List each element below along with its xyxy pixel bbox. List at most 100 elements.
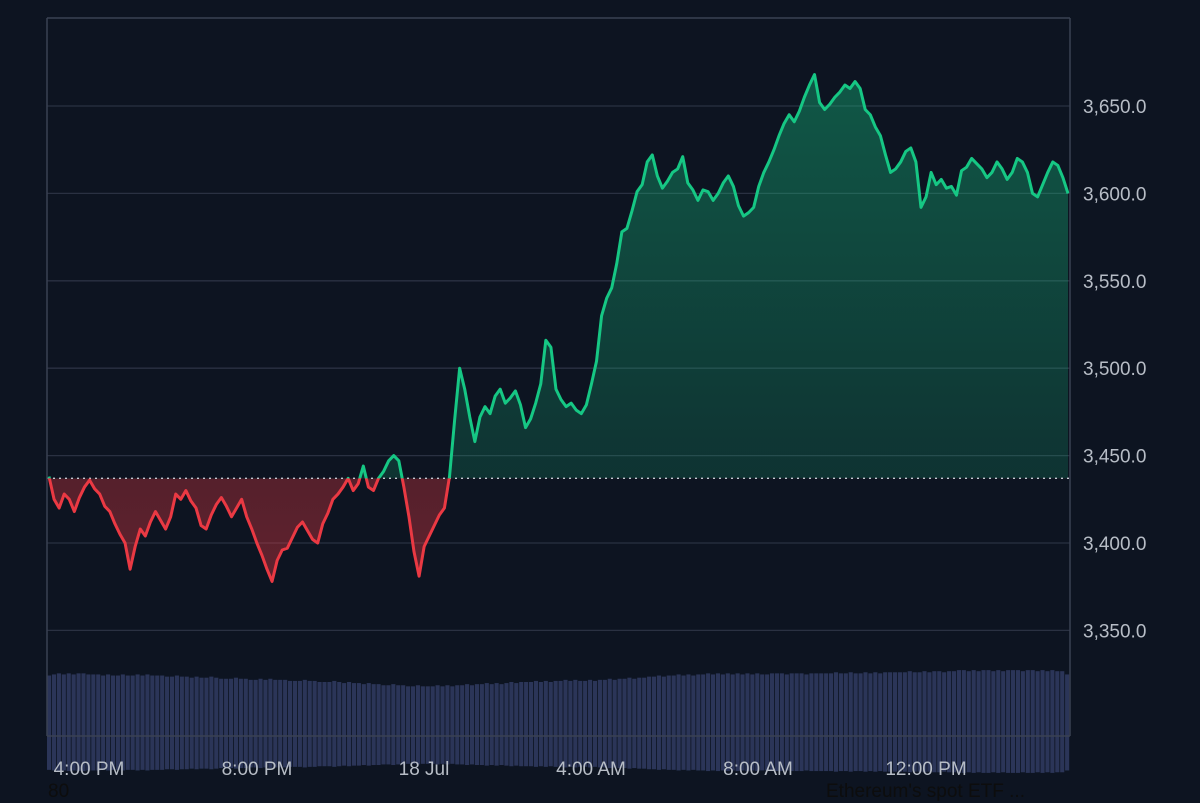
y-tick-label: 3,350.0 (1083, 621, 1146, 642)
volume-bar (966, 671, 971, 773)
volume-bar (381, 685, 386, 765)
volume-bar (661, 676, 666, 770)
volume-bar (47, 675, 52, 770)
volume-bar (376, 684, 381, 766)
volume-bar (528, 682, 534, 767)
volume-bar (469, 685, 475, 765)
volume-bar (219, 678, 224, 769)
volume-bar (347, 682, 352, 767)
volume-bar (686, 674, 691, 771)
volume-bar (406, 686, 411, 764)
x-tick-label: 12:00 PM (885, 759, 966, 780)
volume-bar (937, 671, 942, 773)
volume-bar (322, 682, 327, 767)
volume-bar (332, 680, 337, 767)
volume-bar (194, 676, 199, 770)
volume-bar (656, 675, 661, 770)
x-axis: 4:00 PM 8:00 PM 18 Jul 4:00 AM 8:00 AM 12:00 … (54, 759, 967, 780)
volume-bar (804, 674, 809, 771)
y-tick-label: 3,400.0 (1083, 534, 1146, 555)
volume-bar (1030, 670, 1035, 773)
volume-bar (1040, 670, 1045, 773)
volume-bar (647, 676, 652, 770)
volume-bar (1055, 671, 1060, 773)
volume-bar (150, 675, 155, 770)
volume-bar (228, 678, 234, 769)
volume-bars (47, 670, 1070, 773)
volume-bar (942, 672, 947, 772)
volume-bar (548, 682, 553, 767)
volume-bar (101, 675, 106, 770)
volume-bar (1065, 674, 1070, 771)
volume-bar (632, 678, 637, 769)
volume-bar (66, 673, 71, 772)
volume-bar (583, 680, 588, 767)
volume-bar (356, 683, 361, 766)
volume-bar (514, 683, 519, 766)
volume-bar (863, 672, 868, 772)
volume-bar (509, 682, 514, 767)
volume-bar (253, 679, 258, 768)
volume-bar (81, 673, 86, 772)
volume-bar (888, 672, 893, 772)
y-tick-label: 3,550.0 (1083, 272, 1146, 293)
volume-bar (671, 675, 676, 770)
volume-bar (573, 679, 578, 768)
volume-bar (878, 673, 883, 772)
volume-bar (563, 679, 568, 768)
volume-bar (892, 672, 898, 772)
volume-bar (386, 685, 391, 765)
volume-bar (1001, 671, 1006, 773)
volume-bar (799, 673, 804, 772)
volume-bar (71, 674, 76, 771)
volume-bar (917, 672, 922, 772)
volume-bar (794, 673, 799, 772)
volume-bar (450, 686, 455, 764)
volume-bar (765, 674, 770, 771)
y-tick-label: 3,650.0 (1083, 97, 1146, 118)
volume-bar (351, 683, 357, 766)
volume-bar (430, 686, 435, 764)
volume-bar (701, 674, 706, 771)
volume-bar (165, 676, 170, 770)
volume-bar (553, 680, 558, 767)
volume-bar (224, 678, 229, 769)
volume-bar (627, 677, 632, 769)
volume-bar (179, 676, 184, 770)
volume-bar (622, 678, 627, 769)
y-tick-label: 3,500.0 (1083, 359, 1146, 380)
volume-bar (494, 683, 499, 766)
volume-bar (745, 673, 750, 772)
volume-bar (248, 679, 253, 768)
volume-bar (779, 673, 784, 772)
volume-bar (730, 674, 735, 771)
volume-bar (720, 674, 725, 771)
volume-bar (750, 674, 755, 771)
volume-bar (366, 683, 371, 766)
volume-bar (209, 676, 214, 770)
footer-value-text: 80 (48, 781, 70, 802)
price-line (47, 73, 1070, 583)
volume-bar (410, 686, 416, 764)
volume-bar (947, 671, 952, 773)
volume-bar (774, 673, 780, 772)
series-line-up (47, 73, 1070, 479)
volume-bar (1060, 671, 1065, 773)
volume-bar (420, 686, 425, 764)
volume-bar (268, 678, 273, 769)
volume-bar (838, 673, 843, 772)
y-axis: 3,350.0 3,400.0 3,450.0 3,500.0 3,550.0 3,600… (1083, 97, 1146, 642)
volume-bar (342, 683, 347, 766)
area-above-baseline (49, 74, 1068, 479)
volume-bar (391, 684, 396, 766)
volume-bar (130, 675, 135, 770)
volume-bar (519, 682, 524, 767)
volume-bar (533, 680, 539, 767)
volume-bar (499, 684, 504, 766)
volume-bar (642, 677, 647, 769)
volume-bar (991, 671, 996, 773)
volume-bar (61, 674, 66, 771)
volume-bar (243, 678, 248, 769)
volume-bar (169, 676, 175, 770)
